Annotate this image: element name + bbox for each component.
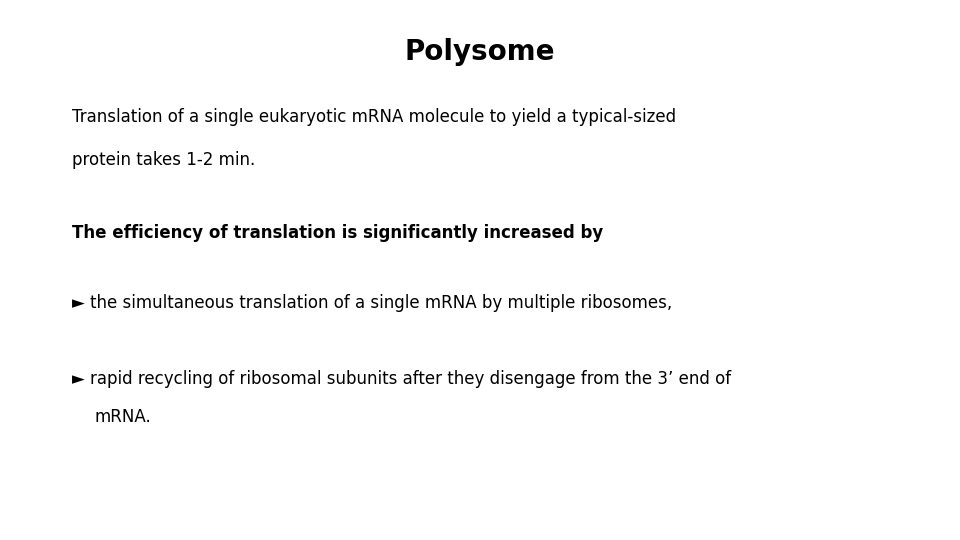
- Text: Polysome: Polysome: [405, 38, 555, 66]
- Text: The efficiency of translation is significantly increased by: The efficiency of translation is signifi…: [72, 224, 603, 242]
- Text: protein takes 1-2 min.: protein takes 1-2 min.: [72, 151, 255, 169]
- Text: ► the simultaneous translation of a single mRNA by multiple ribosomes,: ► the simultaneous translation of a sing…: [72, 294, 672, 312]
- Text: Translation of a single eukaryotic mRNA molecule to yield a typical-sized: Translation of a single eukaryotic mRNA …: [72, 108, 676, 126]
- Text: ► rapid recycling of ribosomal subunits after they disengage from the 3’ end of: ► rapid recycling of ribosomal subunits …: [72, 370, 732, 388]
- Text: mRNA.: mRNA.: [94, 408, 151, 426]
